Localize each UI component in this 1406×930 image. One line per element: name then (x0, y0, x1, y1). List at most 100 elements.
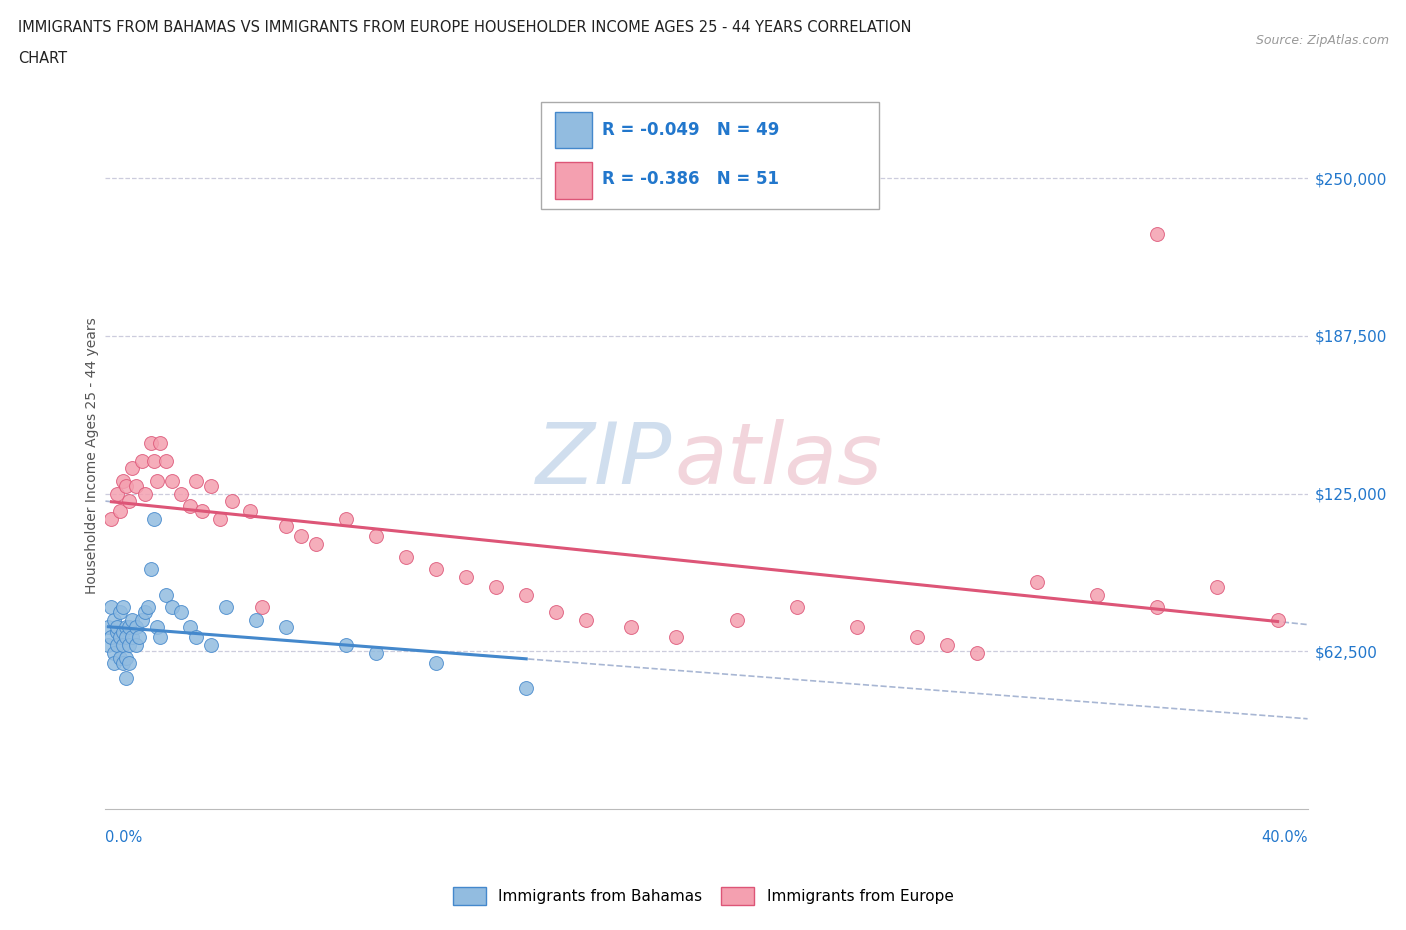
Point (112, 656, 135, 671)
Point (245, 612, 267, 627)
Point (134, 604, 156, 619)
Point (139, 435, 162, 450)
Point (136, 600, 159, 615)
Text: Source: ZipAtlas.com: Source: ZipAtlas.com (1256, 34, 1389, 47)
Text: R = -0.386   N = 51: R = -0.386 N = 51 (602, 170, 779, 188)
Point (103, 656, 125, 671)
Point (148, 630, 170, 644)
Point (131, 453, 153, 468)
Point (364, 645, 387, 660)
Point (155, 453, 177, 468)
Point (936, 638, 959, 653)
Point (103, 645, 125, 660)
Point (425, 656, 447, 671)
Point (786, 600, 808, 615)
Point (425, 562, 447, 577)
Point (107, 638, 129, 653)
Point (110, 630, 132, 644)
Point (107, 620, 129, 635)
Point (121, 612, 143, 627)
Point (335, 638, 357, 653)
Point (160, 473, 183, 488)
Point (1026, 575, 1049, 590)
Point (100, 512, 122, 526)
Point (118, 494, 141, 509)
Point (395, 550, 418, 565)
FancyBboxPatch shape (555, 162, 592, 199)
Point (515, 587, 537, 602)
Point (184, 630, 207, 644)
Point (100, 600, 122, 615)
Point (121, 461, 143, 476)
Point (485, 579, 508, 594)
Point (179, 620, 201, 635)
Point (118, 656, 141, 671)
Legend: Immigrants from Bahamas, Immigrants from Europe: Immigrants from Bahamas, Immigrants from… (446, 882, 960, 911)
Point (845, 620, 868, 635)
Point (112, 625, 135, 640)
Point (665, 630, 688, 644)
Point (966, 645, 988, 660)
Point (208, 512, 231, 526)
Point (142, 512, 165, 526)
Point (364, 529, 387, 544)
Point (250, 600, 273, 615)
Point (110, 650, 132, 665)
Point (1085, 587, 1108, 602)
Point (1146, 226, 1168, 241)
Point (155, 587, 177, 602)
Point (97, 638, 120, 653)
Point (145, 473, 167, 488)
Text: 0.0%: 0.0% (105, 830, 142, 844)
Point (124, 479, 146, 494)
Point (184, 473, 207, 488)
Point (274, 620, 297, 635)
Point (97, 620, 120, 635)
Point (274, 519, 297, 534)
FancyBboxPatch shape (555, 112, 592, 148)
Point (148, 435, 170, 450)
Point (124, 638, 146, 653)
Point (145, 620, 167, 635)
Text: 40.0%: 40.0% (1261, 830, 1308, 844)
Text: IMMIGRANTS FROM BAHAMAS VS IMMIGRANTS FROM EUROPE HOUSEHOLDER INCOME AGES 25 - 4: IMMIGRANTS FROM BAHAMAS VS IMMIGRANTS FR… (18, 20, 911, 35)
Point (112, 600, 135, 615)
Point (169, 604, 191, 619)
Text: atlas: atlas (675, 418, 883, 502)
Point (100, 630, 122, 644)
Text: ZIP: ZIP (536, 418, 672, 502)
Point (115, 620, 138, 635)
Point (121, 630, 143, 644)
Point (115, 479, 138, 494)
Point (160, 600, 183, 615)
Point (305, 537, 328, 551)
Point (221, 494, 243, 509)
Point (139, 562, 162, 577)
Point (546, 604, 568, 619)
Y-axis label: Householder Income Ages 25 - 44 years: Householder Income Ages 25 - 44 years (84, 317, 98, 594)
Point (575, 612, 598, 627)
Point (169, 486, 191, 501)
Point (620, 620, 643, 635)
Point (200, 479, 222, 494)
Text: CHART: CHART (18, 51, 67, 66)
Point (131, 612, 153, 627)
Point (335, 512, 357, 526)
FancyBboxPatch shape (541, 102, 879, 209)
Point (239, 504, 262, 519)
Point (115, 650, 138, 665)
Point (190, 504, 212, 519)
Point (107, 486, 129, 501)
Point (112, 473, 135, 488)
Point (110, 604, 132, 619)
Point (1146, 600, 1168, 615)
Point (128, 630, 150, 644)
Point (290, 529, 312, 544)
Point (112, 638, 135, 653)
Point (725, 612, 748, 627)
Point (110, 504, 132, 519)
Point (124, 620, 146, 635)
Point (118, 638, 141, 653)
Point (200, 638, 222, 653)
Point (115, 630, 138, 644)
